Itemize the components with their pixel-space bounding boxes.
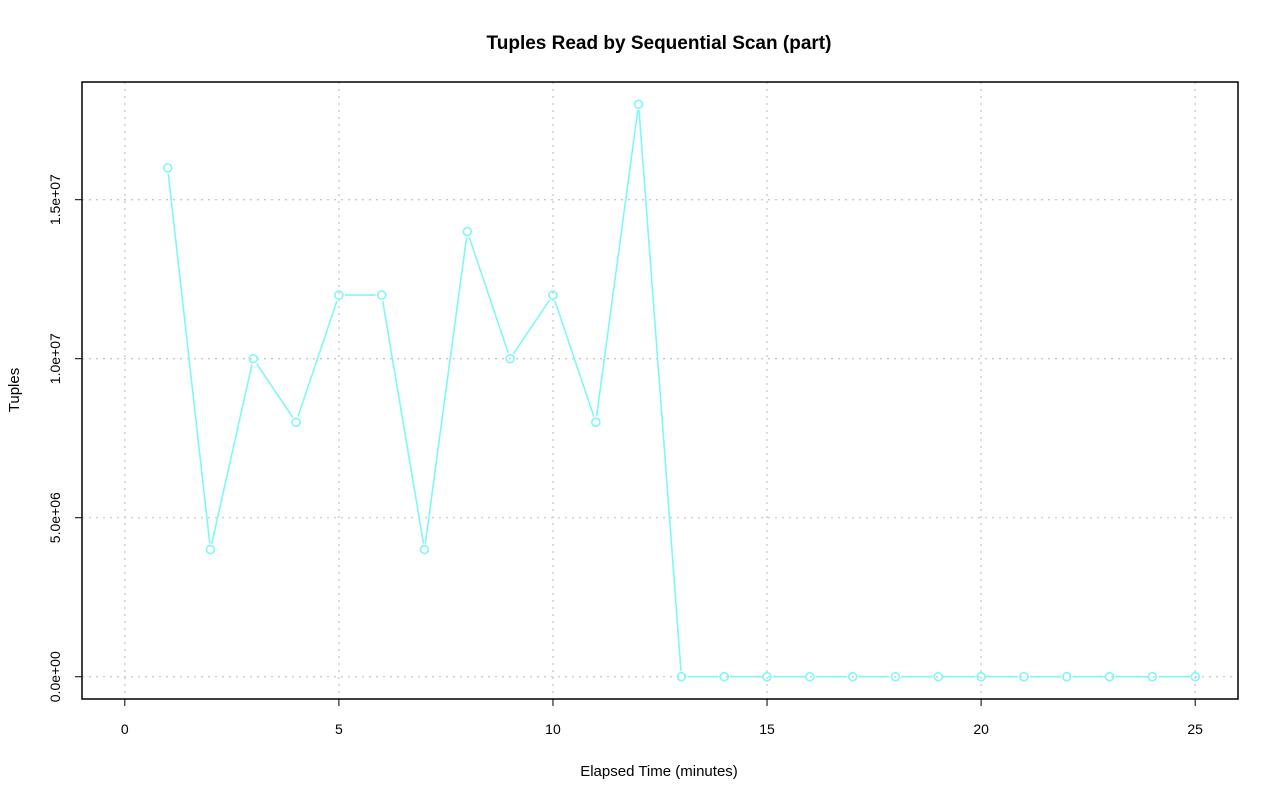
series-line xyxy=(162,99,1200,682)
x-axis: 0 5 10 15 20 25 xyxy=(121,699,1203,737)
chart-title: Tuples Read by Sequential Scan (part) xyxy=(487,33,832,54)
y-tick-label: 5.0e+06 xyxy=(47,492,63,543)
data-point xyxy=(719,671,730,682)
data-point xyxy=(762,671,772,682)
line-segment xyxy=(424,237,468,544)
data-point xyxy=(1147,671,1158,682)
data-point xyxy=(291,417,301,428)
line-segment xyxy=(554,300,595,417)
data-point xyxy=(334,290,344,300)
x-tick-label: 25 xyxy=(1187,721,1203,737)
data-point xyxy=(933,671,944,682)
y-tick-label: 1.0e+07 xyxy=(47,333,63,384)
line-segment xyxy=(512,299,551,355)
x-tick-label: 0 xyxy=(121,721,129,737)
series-layer xyxy=(162,99,1200,682)
data-point xyxy=(890,671,901,682)
data-point xyxy=(548,290,558,300)
data-point xyxy=(505,353,515,364)
data-point xyxy=(419,544,430,555)
data-point xyxy=(805,671,815,682)
line-segment xyxy=(297,300,338,417)
x-tick-label: 10 xyxy=(545,721,561,737)
data-point xyxy=(1019,671,1029,682)
y-tick-label: 0.0e+00 xyxy=(47,651,63,702)
data-point xyxy=(1061,671,1072,682)
data-point xyxy=(205,544,216,555)
x-tick-label: 5 xyxy=(335,721,343,737)
line-segment xyxy=(638,110,682,671)
data-point xyxy=(847,671,858,682)
y-axis-label: Tuples xyxy=(6,368,23,412)
plot-frame xyxy=(81,81,1239,700)
data-point xyxy=(976,671,986,682)
data-point xyxy=(376,290,387,300)
data-point xyxy=(248,353,259,364)
data-point xyxy=(462,226,473,237)
x-tick-label: 15 xyxy=(759,721,775,737)
data-point xyxy=(676,671,687,682)
line-segment xyxy=(167,173,211,544)
x-tick-label: 20 xyxy=(973,721,989,737)
y-axis: 0.0e+00 5.0e+06 1.0e+07 1.5e+07 xyxy=(47,174,82,702)
data-point xyxy=(633,99,644,110)
line-segment xyxy=(381,300,425,544)
data-point xyxy=(1104,671,1115,682)
data-point xyxy=(1190,671,1200,682)
line-segment xyxy=(468,236,509,354)
data-point xyxy=(162,163,173,173)
line-segment xyxy=(210,364,253,544)
x-axis-label: Elapsed Time (minutes) xyxy=(580,763,738,780)
y-tick-label: 1.5e+07 xyxy=(47,174,63,225)
line-segment xyxy=(255,363,294,418)
grid-lines xyxy=(82,82,1238,699)
data-point xyxy=(590,417,601,428)
line-segment xyxy=(595,110,639,417)
